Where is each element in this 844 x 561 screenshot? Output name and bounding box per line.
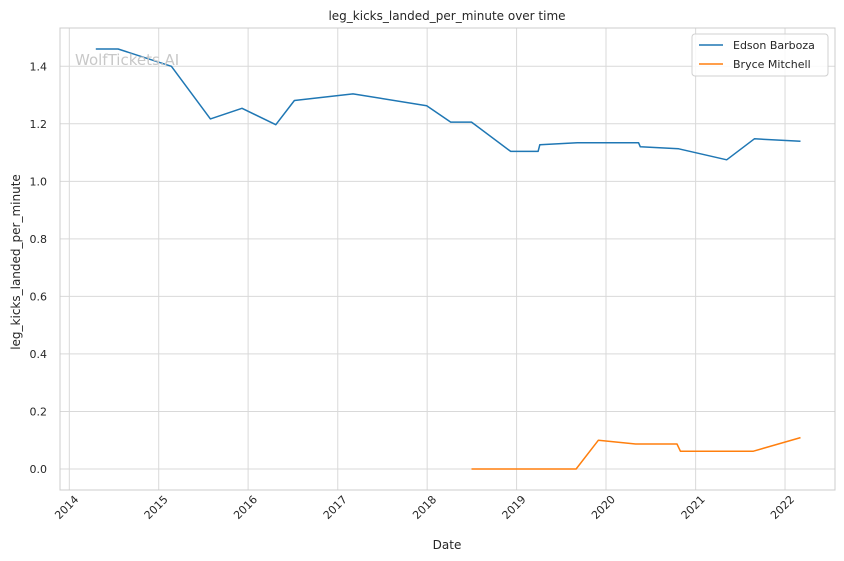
legend-label-edson-barboza: Edson Barboza bbox=[733, 39, 815, 52]
y-tick-label: 0.2 bbox=[30, 405, 48, 418]
grid bbox=[60, 28, 835, 490]
chart-title: leg_kicks_landed_per_minute over time bbox=[328, 9, 565, 23]
y-tick-label: 0.4 bbox=[30, 348, 48, 361]
watermark: WolfTickets.AI bbox=[75, 51, 179, 69]
y-tick-labels: 0.0 0.2 0.4 0.6 0.8 1.0 1.2 1.4 bbox=[30, 60, 48, 476]
y-tick-label: 0.8 bbox=[30, 233, 48, 246]
y-tick-label: 1.4 bbox=[30, 60, 48, 73]
y-axis-label: leg_kicks_landed_per_minute bbox=[9, 174, 23, 350]
legend-box bbox=[691, 33, 829, 77]
x-axis-label: Date bbox=[433, 538, 462, 552]
legend: Edson Barboza Bryce Mitchell bbox=[691, 33, 829, 77]
plot-frame bbox=[59, 27, 836, 491]
series-line-edson-barboza bbox=[95, 48, 801, 161]
y-tick-label: 1.0 bbox=[30, 175, 48, 188]
series-line-bryce-mitchell bbox=[471, 436, 801, 470]
y-tick-label: 1.2 bbox=[30, 118, 48, 131]
legend-label-bryce-mitchell: Bryce Mitchell bbox=[733, 58, 811, 71]
y-tick-label: 0.0 bbox=[30, 463, 48, 476]
series-lines bbox=[95, 48, 801, 470]
y-tick-label: 0.6 bbox=[30, 290, 48, 303]
